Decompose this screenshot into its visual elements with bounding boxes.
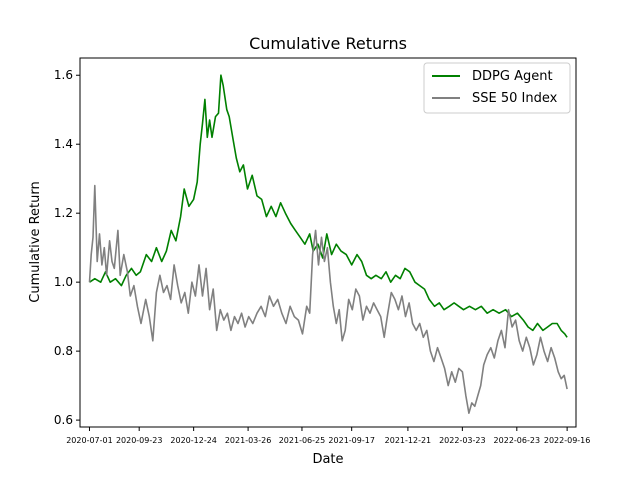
x-tick-label: 2021-03-26: [225, 436, 272, 445]
x-axis-label: Date: [312, 452, 343, 467]
series-layer: [88, 74, 568, 415]
x-tick-label: 2022-09-16: [544, 436, 591, 445]
y-tick-label: 1.2: [54, 206, 73, 220]
plot-area: [79, 57, 577, 428]
x-tick-label: 2020-09-23: [116, 436, 163, 445]
x-tick-label: 2021-12-21: [385, 436, 432, 445]
legend: DDPG Agent SSE 50 Index: [423, 62, 571, 114]
legend-label-sse-50-index: SSE 50 Index: [472, 91, 558, 106]
legend-box: [423, 62, 571, 114]
x-tick-label: 2022-03-23: [439, 436, 486, 445]
series-line-ddpg-agent: [89, 74, 568, 338]
legend-label-ddpg-agent: DDPG Agent: [472, 69, 553, 84]
y-axis-label: Cumulative Return: [28, 181, 43, 302]
chart-title: Cumulative Returns: [249, 34, 407, 53]
y-tick-label: 0.8: [54, 344, 73, 358]
y-tick-label: 0.6: [54, 413, 73, 427]
x-tick-label: 2021-09-17: [328, 436, 375, 445]
x-tick-label: 2022-06-23: [494, 436, 541, 445]
y-tick-label: 1.0: [54, 275, 73, 289]
y-tick-label: 1.4: [54, 137, 73, 151]
x-tick-label: 2020-07-01: [66, 436, 113, 445]
x-tick-label: 2021-06-25: [279, 436, 326, 445]
x-axis: 2020-07-01 2020-09-23 2020-12-24 2021-03-26…: [66, 427, 590, 445]
x-tick-label: 2020-12-24: [170, 436, 217, 445]
series-line-sse-50-index: [88, 184, 568, 415]
y-axis: 0.6 0.8 1.0 1.2 1.4 1.6: [54, 68, 80, 427]
y-tick-label: 1.6: [54, 68, 73, 82]
